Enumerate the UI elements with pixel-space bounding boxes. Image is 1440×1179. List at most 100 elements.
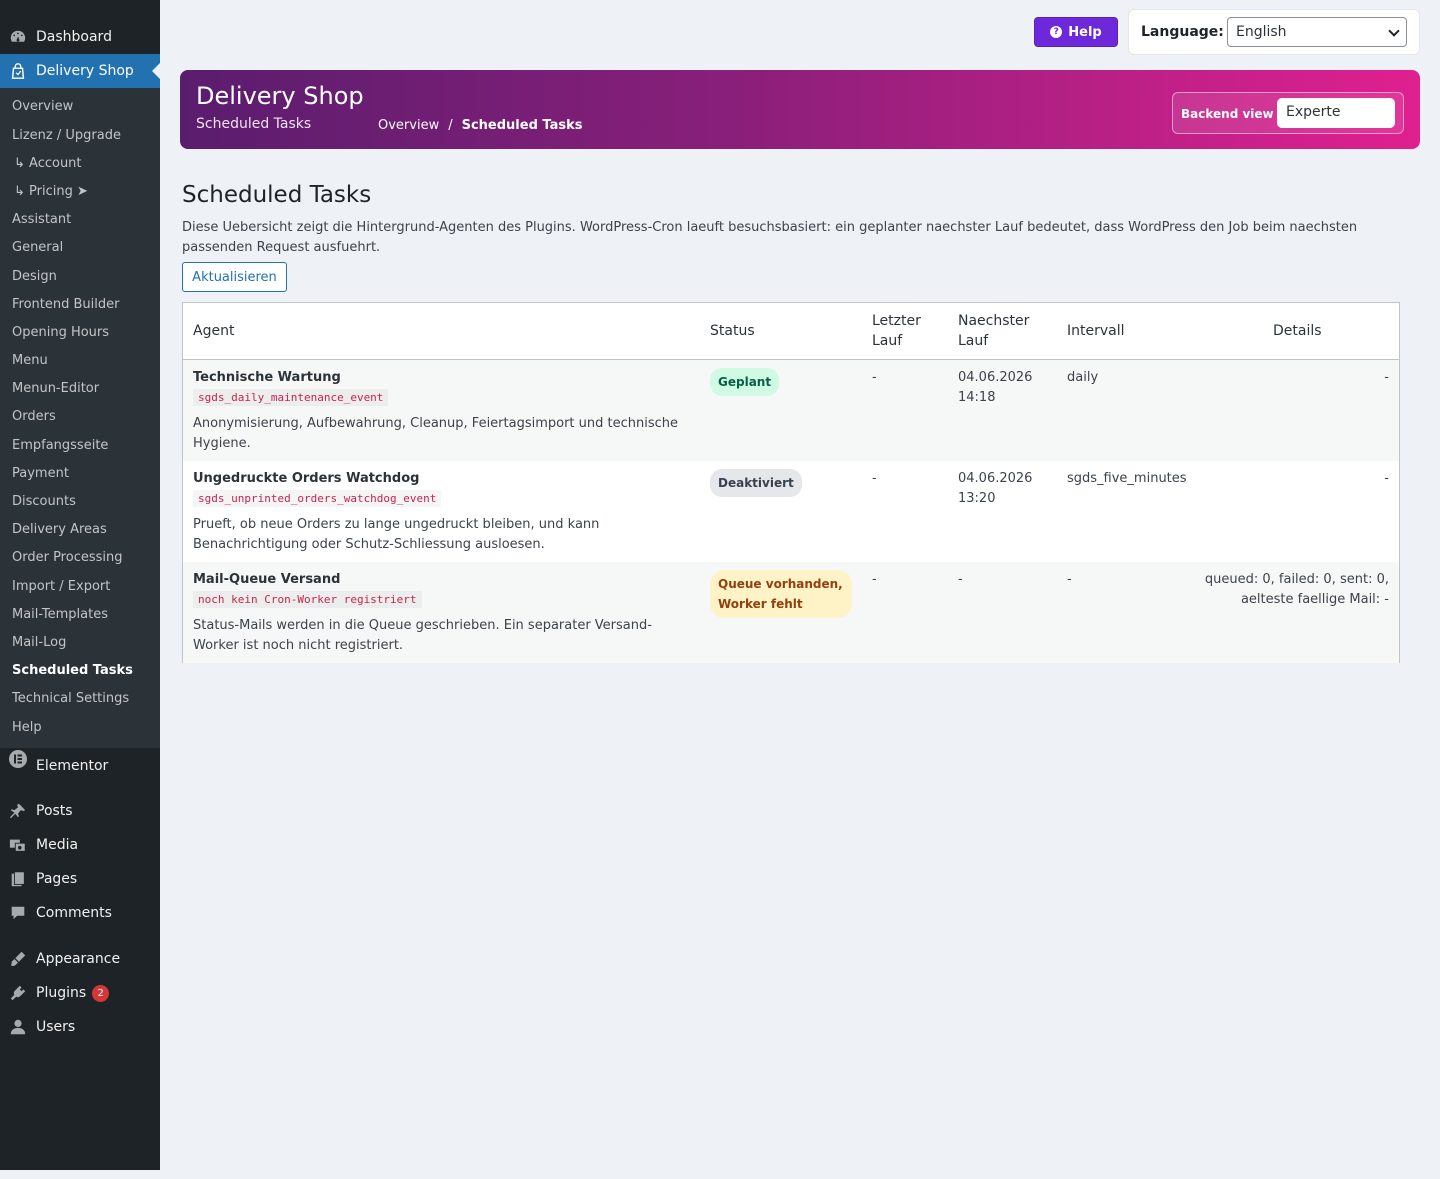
menu-label: Delivery Shop <box>36 63 134 79</box>
menu-posts[interactable]: Posts <box>0 794 160 828</box>
current-menu-arrow <box>152 63 160 79</box>
submenu-account[interactable]: ↳ Account <box>14 156 82 171</box>
last-run: - <box>872 572 877 587</box>
agent-description: Prueft, ob neue Orders zu lange ungedruc… <box>193 517 600 552</box>
status-badge: Deaktiviert <box>710 469 802 497</box>
menu-elementor[interactable]: Elementor <box>0 749 160 783</box>
interval: sgds_five_minutes <box>1067 471 1187 486</box>
submenu-overview[interactable]: Overview <box>12 99 74 114</box>
menu-label: Pages <box>36 871 78 887</box>
interval: daily <box>1067 370 1099 385</box>
agent-description: Status-Mails werden in die Queue geschri… <box>193 618 652 653</box>
shop-icon <box>8 61 28 81</box>
question-icon: ? <box>1050 26 1063 38</box>
details: - <box>1384 471 1389 486</box>
header-last-run: Letzter Lauf <box>872 313 921 349</box>
submenu-menu-editor[interactable]: Menun-Editor <box>12 381 100 396</box>
language-select[interactable]: English <box>1227 17 1407 47</box>
page-header-banner: Delivery Shop Scheduled Tasks Overview /… <box>180 70 1420 149</box>
header-next-run: Naechster Lauf <box>958 313 1030 349</box>
menu-appearance[interactable]: Appearance <box>0 942 160 976</box>
submenu-payment[interactable]: Payment <box>12 466 69 481</box>
submenu-help[interactable]: Help <box>12 720 42 735</box>
agent-name: Ungedruckte Orders Watchdog <box>193 471 420 486</box>
next-run: 04.06.2026 14:18 <box>958 370 1033 405</box>
backend-view-label: Backend view <box>1181 107 1274 121</box>
menu-label: Users <box>36 1019 76 1035</box>
refresh-button[interactable]: Aktualisieren <box>182 262 287 292</box>
submenu-menu[interactable]: Menu <box>12 353 48 368</box>
header-details: Details <box>1273 323 1322 339</box>
submenu-mail-templates[interactable]: Mail-Templates <box>12 607 108 622</box>
breadcrumb-overview-link[interactable]: Overview <box>378 118 440 133</box>
last-run: - <box>872 471 877 486</box>
header-divider <box>183 359 1399 360</box>
submenu-license-upgrade[interactable]: Lizenz / Upgrade <box>12 128 121 143</box>
menu-label: Appearance <box>36 951 121 967</box>
agent-hook-code: sgds_daily_maintenance_event <box>193 389 389 406</box>
menu-pages[interactable]: Pages <box>0 862 160 896</box>
admin-sidebar: Dashboard Delivery Shop Overview Lizenz … <box>0 0 160 1170</box>
submenu-design[interactable]: Design <box>12 269 57 284</box>
submenu-orders[interactable]: Orders <box>12 409 56 424</box>
submenu-order-processing[interactable]: Order Processing <box>12 550 123 565</box>
status-badge: Geplant <box>710 368 780 396</box>
language-switcher: Language: English <box>1128 9 1420 55</box>
submenu-general[interactable]: General <box>12 240 64 255</box>
submenu-discounts[interactable]: Discounts <box>12 494 76 509</box>
menu-dashboard[interactable]: Dashboard <box>0 20 160 54</box>
menu-media[interactable]: Media <box>0 828 160 862</box>
menu-users[interactable]: Users <box>0 1010 160 1044</box>
details: queued: 0, failed: 0, sent: 0, aelteste … <box>1204 572 1389 607</box>
agent-description: Anonymisierung, Aufbewahrung, Cleanup, F… <box>193 416 679 451</box>
intro-text: Diese Uebersicht zeigt die Hintergrund-A… <box>182 220 1358 255</box>
elementor-icon <box>8 749 28 769</box>
submenu-pricing[interactable]: ↳ Pricing ➤ <box>14 184 88 199</box>
media-icon <box>8 835 28 855</box>
breadcrumb: Overview / Scheduled Tasks <box>378 118 583 133</box>
breadcrumb-current: Scheduled Tasks <box>461 118 583 133</box>
header-interval: Intervall <box>1067 323 1125 339</box>
menu-label: Comments <box>36 905 112 921</box>
submenu-scheduled-tasks[interactable]: Scheduled Tasks <box>12 663 133 678</box>
menu-label: Posts <box>36 803 73 819</box>
next-run: - <box>958 572 963 587</box>
submenu-receiving-page[interactable]: Empfangsseite <box>12 438 109 453</box>
chevron-down-icon <box>1388 25 1400 37</box>
submenu-technical-settings[interactable]: Technical Settings <box>12 691 130 706</box>
breadcrumb-separator: / <box>448 118 453 133</box>
plugin-updates-badge: 2 <box>92 984 110 1002</box>
menu-label: Elementor <box>36 758 109 774</box>
menu-plugins[interactable]: Plugins 2 <box>0 976 160 1010</box>
users-icon <box>8 1017 28 1037</box>
menu-label: Dashboard <box>36 29 112 45</box>
submenu-opening-hours[interactable]: Opening Hours <box>12 325 110 340</box>
header-agent: Agent <box>193 323 235 339</box>
help-button[interactable]: ? Help <box>1034 17 1118 47</box>
table-row: Mail-Queue Versand noch kein Cron-Worker… <box>183 562 1399 663</box>
menu-label: Media <box>36 837 79 853</box>
agent-hook-code: noch kein Cron-Worker registriert <box>193 591 422 608</box>
plugin-title: Delivery Shop <box>196 82 364 110</box>
help-label: Help <box>1068 24 1102 40</box>
interval: - <box>1067 572 1072 587</box>
submenu-mail-log[interactable]: Mail-Log <box>12 635 67 650</box>
submenu-frontend-builder[interactable]: Frontend Builder <box>12 297 120 312</box>
table-row: Technische Wartung sgds_daily_maintenanc… <box>183 360 1399 461</box>
backend-view-switcher: Backend view Experte <box>1172 92 1404 134</box>
comments-icon <box>8 903 28 923</box>
submenu-delivery-areas[interactable]: Delivery Areas <box>12 522 107 537</box>
backend-view-select[interactable]: Experte <box>1277 98 1395 128</box>
menu-delivery-shop[interactable]: Delivery Shop <box>0 54 160 88</box>
menu-label: Plugins 2 <box>36 984 110 1002</box>
dashboard-icon <box>8 27 28 47</box>
last-run: - <box>872 370 877 385</box>
table-row: Ungedruckte Orders Watchdog sgds_unprint… <box>183 461 1399 562</box>
submenu-assistant[interactable]: Assistant <box>12 212 72 227</box>
pages-icon <box>8 869 28 889</box>
next-run: 04.06.2026 13:20 <box>958 471 1033 506</box>
menu-comments[interactable]: Comments <box>0 896 160 930</box>
status-badge: Queue vorhanden, Worker fehlt <box>710 570 852 618</box>
submenu-import-export[interactable]: Import / Export <box>12 579 111 594</box>
agent-hook-code: sgds_unprinted_orders_watchdog_event <box>193 490 442 507</box>
